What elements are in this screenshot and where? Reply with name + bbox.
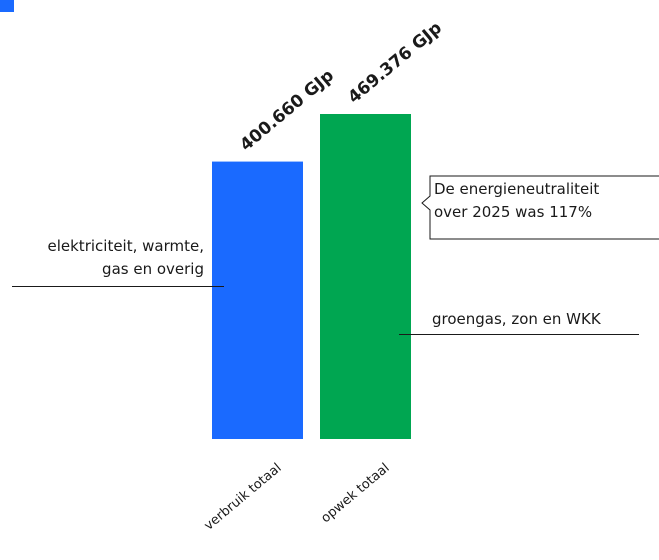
- consumption-annotation-leader: [12, 286, 224, 287]
- consumption-annotation-line2: gas en overig: [102, 260, 204, 278]
- energy-neutrality-callout: De energieneutraliteit over 2025 was 117…: [434, 178, 599, 224]
- production-annotation-leader: [399, 334, 639, 335]
- category-label: verbruik totaal: [202, 461, 285, 534]
- callout-line2: over 2025 was 117%: [434, 203, 593, 221]
- corner-mark: [0, 0, 14, 12]
- bar-production: [320, 114, 411, 439]
- callout-line1: De energieneutraliteit: [434, 180, 600, 198]
- consumption-annotation: elektriciteit, warmte, gas en overig: [0, 235, 205, 281]
- bar-consumption: [212, 161, 303, 439]
- production-annotation: groengas, zon en WKK: [432, 310, 601, 328]
- category-label: opwek totaal: [318, 461, 392, 527]
- consumption-annotation-line1: elektriciteit, warmte,: [47, 237, 205, 255]
- bar-value-label: 469.376 GJp: [344, 18, 446, 108]
